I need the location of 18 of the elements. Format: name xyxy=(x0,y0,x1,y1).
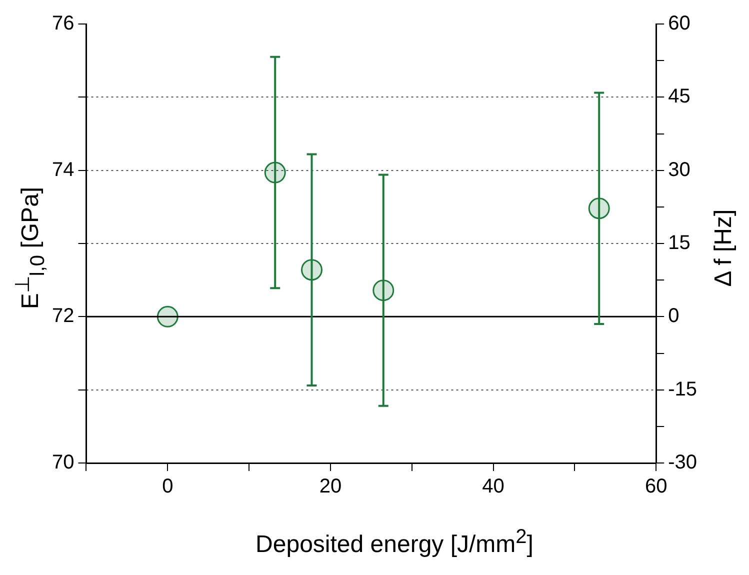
x-tick-label: 40 xyxy=(482,476,504,498)
y-tick-label: 74 xyxy=(52,158,74,181)
y2-tick-label: -15 xyxy=(668,378,697,400)
point xyxy=(156,306,178,328)
y2-tick-label: 15 xyxy=(668,232,690,254)
y-tick-label: 76 xyxy=(52,12,74,35)
y-tick-label: 72 xyxy=(52,305,74,328)
y2-tick-label: 0 xyxy=(668,305,680,328)
x-tick-label: 0 xyxy=(162,476,174,498)
y2-tick-label: 45 xyxy=(668,86,690,108)
y-tick-label: 70 xyxy=(52,452,74,474)
y2-tick-label: 60 xyxy=(668,12,690,35)
x-tick-label: 20 xyxy=(319,476,342,498)
x-tick-label: 60 xyxy=(644,476,668,498)
y2-tick-label: -30 xyxy=(668,452,697,474)
y2-tick-label: 30 xyxy=(668,158,690,181)
x-axis-title: Deposited energy [J/mm$^{2}$] xyxy=(254,526,534,559)
y2-axis-title: Δ f [Hz] xyxy=(710,209,738,287)
